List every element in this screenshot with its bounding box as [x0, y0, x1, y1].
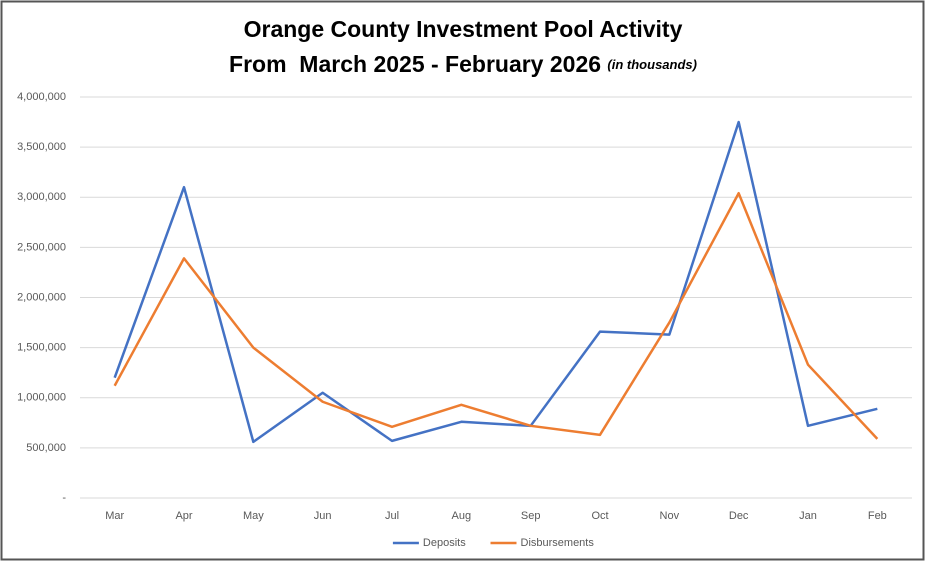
y-tick-label: - — [62, 492, 66, 504]
chart-title: From March 2025 - February 2026 (in thou… — [229, 51, 697, 77]
x-tick-label: Feb — [868, 510, 887, 522]
y-tick-label: 3,000,000 — [17, 191, 66, 203]
x-tick-label: Jul — [385, 510, 399, 522]
series-line — [113, 120, 878, 444]
x-tick-label: Sep — [521, 510, 541, 522]
y-tick-label: 1,000,000 — [17, 392, 66, 404]
x-tick-label: Apr — [175, 510, 192, 522]
y-tick-label: 4,000,000 — [17, 91, 66, 103]
x-tick-label: Nov — [660, 510, 680, 522]
y-tick-label: 500,000 — [26, 442, 66, 454]
y-tick-label: 2,000,000 — [17, 291, 66, 303]
legend-label: Disbursements — [521, 537, 595, 549]
series-line — [113, 191, 879, 440]
y-tick-label: 3,500,000 — [17, 141, 66, 153]
x-tick-label: Mar — [105, 510, 124, 522]
chart-title: Orange County Investment Pool Activity — [244, 16, 683, 42]
chart-title-line: From March 2025 - February 2026 — [229, 51, 601, 77]
x-tick-label: Jan — [799, 510, 817, 522]
y-tick-label: 1,500,000 — [17, 342, 66, 354]
legend-label: Deposits — [423, 537, 466, 549]
chart-note: (in thousands) — [607, 57, 697, 72]
x-tick-label: Jun — [314, 510, 332, 522]
x-tick-label: Oct — [591, 510, 608, 522]
x-tick-label: Dec — [729, 510, 749, 522]
y-tick-label: 2,500,000 — [17, 241, 66, 253]
x-tick-label: May — [243, 510, 264, 522]
x-tick-label: Aug — [452, 510, 472, 522]
